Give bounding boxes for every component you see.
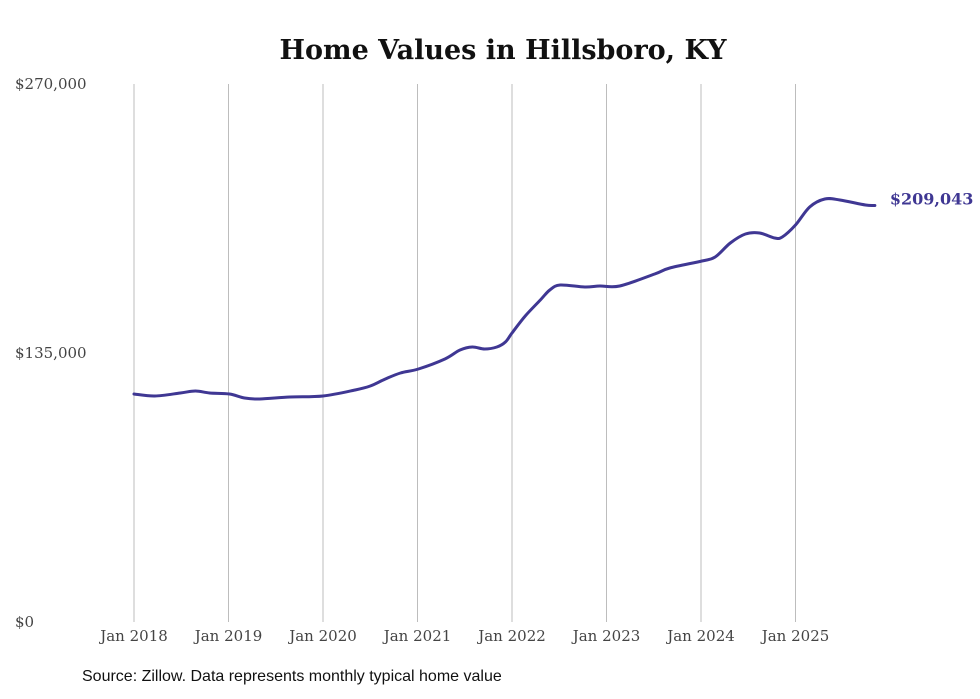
source-note: Source: Zillow. Data represents monthly …: [82, 668, 502, 685]
x-tick-label: Jan 2022: [476, 627, 546, 645]
x-tick-label: Jan 2024: [665, 627, 735, 645]
y-tick-label: $135,000: [15, 344, 87, 362]
y-tick-label: $0: [15, 613, 34, 631]
x-tick-label: Jan 2019: [193, 627, 263, 645]
y-tick-label: $270,000: [15, 75, 87, 93]
chart-title: Home Values in Hillsboro, KY: [279, 35, 727, 66]
x-tick-label: Jan 2020: [287, 627, 357, 645]
x-tick-label: Jan 2025: [760, 627, 830, 645]
x-tick-label: Jan 2018: [98, 627, 168, 645]
series-line: [132, 197, 877, 401]
x-tick-label: Jan 2021: [382, 627, 452, 645]
x-tick-label: Jan 2023: [571, 627, 641, 645]
end-value-label: $209,043: [890, 189, 974, 208]
